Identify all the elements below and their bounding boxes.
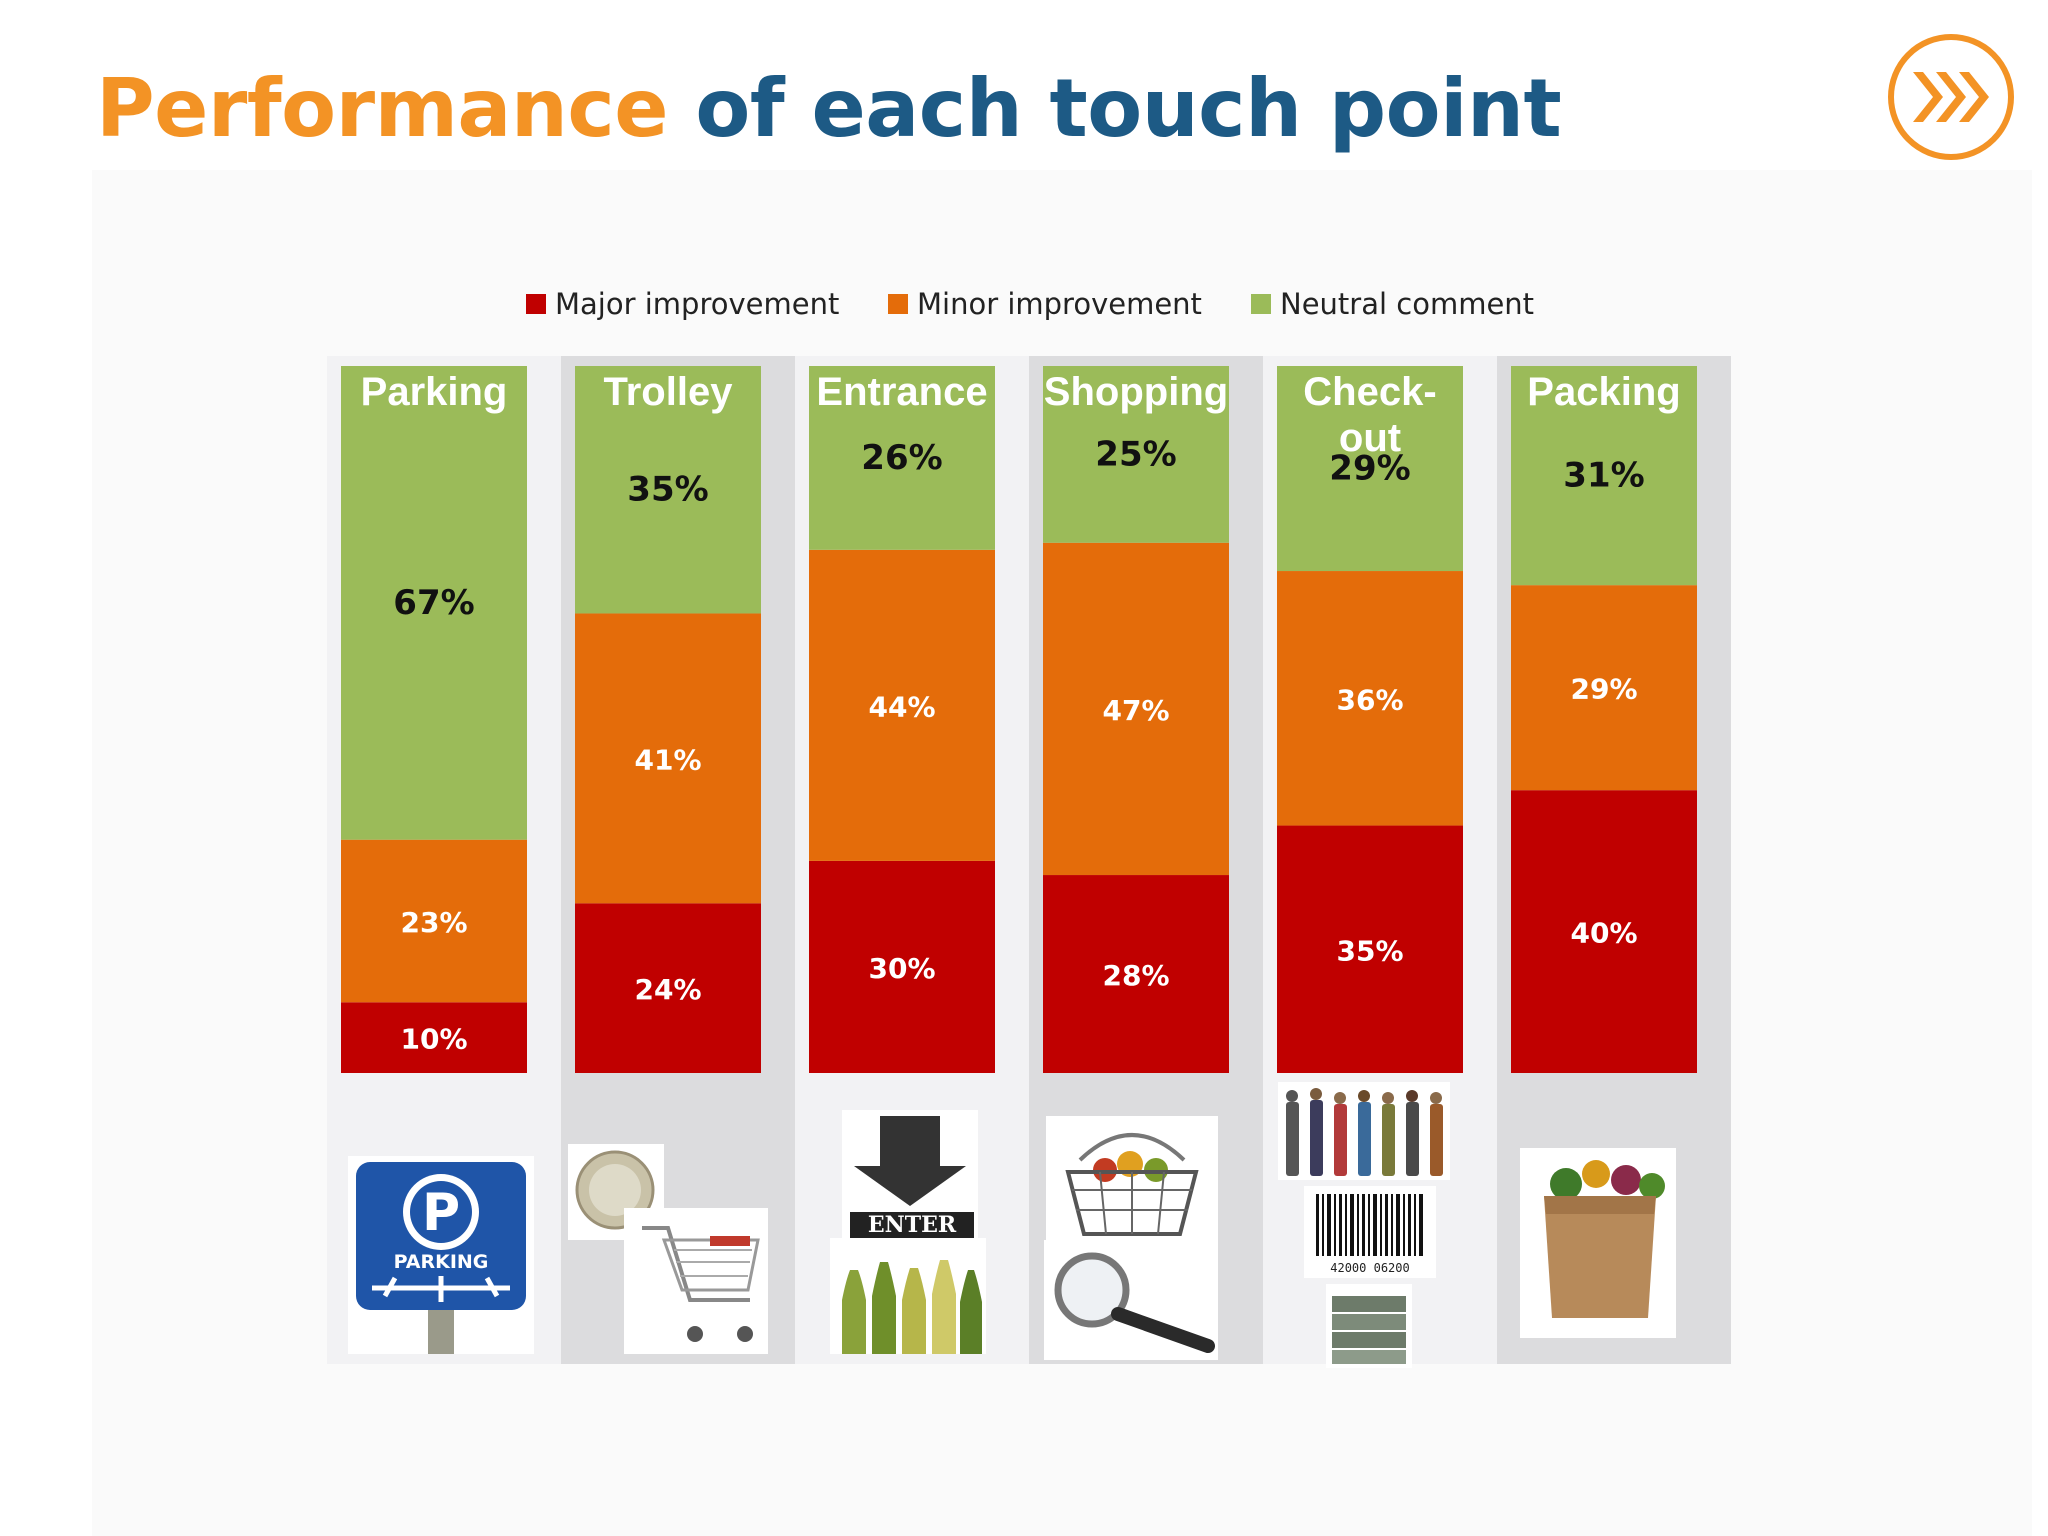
bar-segment	[809, 366, 995, 550]
bar-segment	[1043, 875, 1229, 1073]
bar-segment	[1277, 366, 1463, 572]
legend-swatch-neutral	[1251, 294, 1271, 314]
grocery-bag-icon	[1520, 1148, 1676, 1338]
data-label: 35%	[627, 470, 708, 510]
data-label: 29%	[1329, 449, 1410, 489]
data-label: 23%	[400, 906, 467, 939]
category-label: out	[1339, 416, 1401, 460]
bar-segment	[1511, 790, 1697, 1073]
bar-segment	[1511, 585, 1697, 791]
bar-segment	[1511, 366, 1697, 586]
title-part-rest: of each touch point	[695, 62, 1562, 155]
category-label: Trolley	[604, 370, 734, 414]
category-label: Parking	[361, 370, 508, 414]
data-label: 36%	[1336, 683, 1403, 716]
legend-swatch-major	[526, 294, 546, 314]
data-label: 26%	[861, 438, 942, 478]
legend-label-neutral: Neutral comment	[1280, 287, 1535, 321]
legend-item-neutral: Neutral comment	[1251, 284, 1534, 324]
bar-segment	[575, 903, 761, 1073]
page-title: Performance of each touch point	[96, 62, 1562, 155]
data-label: 10%	[400, 1023, 467, 1056]
legend-label-major: Major improvement	[555, 287, 840, 321]
bottles-icon	[830, 1238, 986, 1354]
bar-segment	[341, 839, 527, 1003]
bar-segment	[1277, 825, 1463, 1073]
cash-stack-icon	[1326, 1284, 1412, 1368]
magnifier-icon	[1044, 1240, 1218, 1360]
data-label: 28%	[1102, 959, 1169, 992]
legend-swatch-minor	[888, 294, 908, 314]
category-label: Shopping	[1044, 370, 1228, 414]
shopping-cart-icon	[624, 1208, 768, 1354]
category-label: Packing	[1527, 370, 1680, 414]
bar-segment	[341, 366, 527, 840]
barcode-icon: 42000 06200	[1304, 1186, 1436, 1278]
title-part-performance: Performance	[96, 62, 669, 155]
shopping-basket-icon	[1046, 1116, 1218, 1240]
legend-label-minor: Minor improvement	[917, 287, 1202, 321]
svg-text:PARKING: PARKING	[394, 1251, 489, 1273]
svg-text:42000 06200: 42000 06200	[1330, 1261, 1409, 1275]
data-label: 35%	[1336, 934, 1403, 967]
svg-text:P: P	[422, 1183, 460, 1243]
bar-segment	[809, 860, 995, 1073]
legend-item-minor: Minor improvement	[888, 284, 1202, 324]
bar-segment	[809, 549, 995, 861]
legend-item-major: Major improvement	[526, 284, 839, 324]
data-label: 40%	[1570, 917, 1637, 950]
people-queue-icon	[1278, 1082, 1450, 1180]
bar-segment	[575, 613, 761, 904]
category-label: Entrance	[816, 370, 987, 414]
data-label: 30%	[868, 952, 935, 985]
svg-text:ENTER: ENTER	[868, 1212, 957, 1238]
bar-segment	[1043, 542, 1229, 876]
data-label: 31%	[1563, 456, 1644, 496]
data-label: 29%	[1570, 673, 1637, 706]
category-label: Check-	[1303, 370, 1436, 414]
data-label: 47%	[1102, 694, 1169, 727]
data-label: 41%	[634, 743, 701, 776]
bar-segment	[575, 366, 761, 614]
bar-segment	[1277, 571, 1463, 826]
chart-legend: Major improvement Minor improvement Neut…	[0, 284, 2048, 324]
bar-segment	[341, 1002, 527, 1073]
bar-segment	[1043, 366, 1229, 543]
data-label: 67%	[393, 583, 474, 623]
parking-sign-icon: P PARKING	[348, 1156, 534, 1354]
data-label: 24%	[634, 973, 701, 1006]
fast-forward-circle-icon	[1888, 34, 2014, 160]
data-label: 44%	[868, 690, 935, 723]
enter-arrow-icon: ENTER	[842, 1110, 978, 1238]
data-label: 25%	[1095, 434, 1176, 474]
